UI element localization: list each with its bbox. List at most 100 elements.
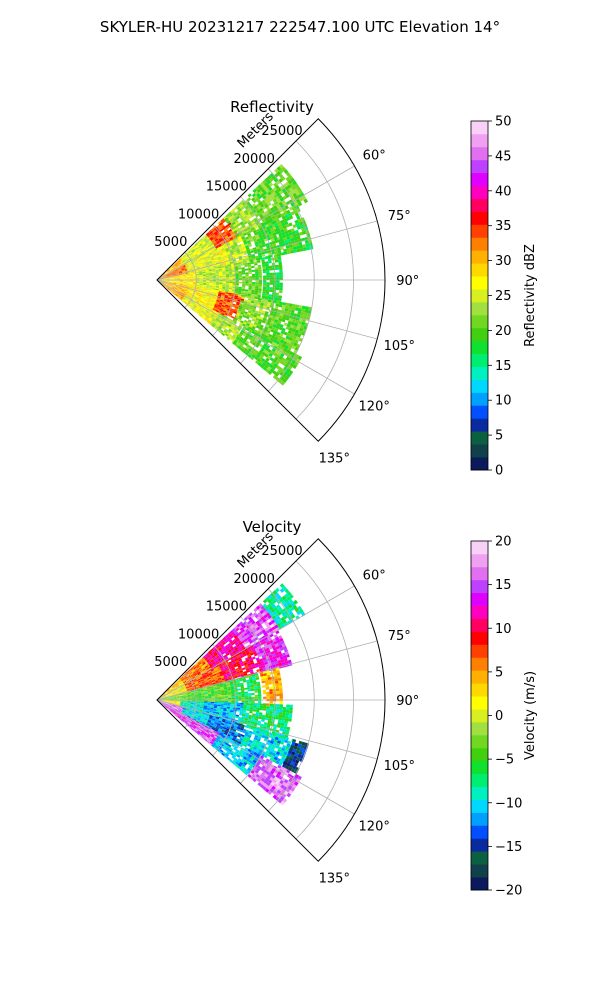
radar-gate [268, 314, 273, 319]
radar-gate [268, 317, 272, 321]
radar-gate [265, 332, 270, 337]
radar-gate [225, 270, 229, 273]
radar-gate [291, 338, 296, 343]
radar-gate [162, 273, 165, 276]
velocity-field [157, 583, 309, 806]
radar-gate [236, 312, 241, 316]
radar-gate [244, 695, 249, 698]
radar-gate [223, 308, 227, 312]
radar-gate [269, 177, 274, 183]
radar-gate [162, 275, 166, 278]
radar-gate [238, 693, 242, 696]
radar-gate [278, 223, 283, 228]
radar-gate [176, 276, 180, 278]
radar-gate [192, 250, 196, 254]
radar-gate [221, 326, 226, 330]
radar-gate [292, 246, 297, 250]
radar-gate [165, 273, 169, 276]
radar-gate [266, 306, 270, 310]
radar-gate [237, 235, 242, 239]
radar-gate [264, 296, 269, 299]
radar-gate [258, 694, 262, 697]
radar-gate [186, 269, 191, 271]
radar-gate [208, 229, 212, 234]
radar-gate [265, 226, 270, 231]
radar-gate [261, 199, 266, 204]
radar-gate [228, 333, 233, 338]
radar-gate [199, 282, 203, 284]
radar-gate [238, 271, 242, 274]
radar-gate [284, 239, 288, 244]
radar-gate [159, 275, 163, 278]
radar-gate [231, 335, 236, 340]
radar-gate [297, 355, 303, 361]
radar-gate [256, 330, 261, 335]
radar-gate [241, 295, 246, 298]
radar-gate [171, 286, 175, 289]
radar-gate [236, 223, 241, 227]
radar-gate [211, 319, 216, 323]
radar-gate [229, 213, 234, 217]
radar-gate [261, 310, 266, 314]
radar-gate [204, 299, 208, 302]
radar-gate [233, 223, 237, 227]
radar-gate [234, 306, 239, 309]
radar-gate [176, 265, 180, 268]
radar-gate [179, 272, 183, 274]
radar-gate [260, 203, 265, 208]
radar-gate [196, 311, 201, 315]
radar-gate [160, 279, 164, 280]
radar-gate [259, 343, 264, 348]
radar-gate [295, 245, 300, 250]
radar-gate [187, 285, 192, 287]
radar-gate [225, 304, 229, 307]
radar-gate [252, 237, 257, 241]
radar-gate [269, 193, 274, 198]
radar-gate [225, 230, 230, 235]
radar-gate [201, 310, 205, 314]
radar-gate [257, 692, 262, 695]
radar-gate [263, 282, 267, 285]
radar-gate [175, 270, 179, 273]
radar-gate [286, 247, 291, 252]
radar-gate [257, 290, 262, 294]
radar-gate [266, 270, 270, 274]
radar-gate [221, 314, 226, 318]
radar-gate [217, 220, 222, 225]
radar-gate [231, 700, 235, 703]
radar-gate [274, 327, 279, 332]
radar-gate [261, 241, 266, 245]
radar-gate [196, 265, 200, 268]
radar-gate [176, 278, 181, 280]
radar-gate [216, 307, 221, 310]
radar-gate [290, 228, 295, 233]
radar-gate [258, 696, 262, 699]
radar-gate [246, 259, 250, 263]
radar-gate [186, 275, 190, 277]
radar-gate [247, 215, 252, 220]
radar-gate [211, 312, 216, 316]
radar-gate [232, 286, 236, 289]
radar-gate [214, 249, 219, 253]
radar-gate [205, 285, 210, 287]
radar-gate [288, 199, 294, 204]
radar-gate [219, 264, 224, 267]
radar-gate [299, 327, 304, 332]
radar-gate [260, 239, 265, 243]
radar-gate [214, 700, 219, 702]
radar-gate [224, 229, 229, 233]
radar-gate [215, 233, 220, 237]
radar-gate [168, 286, 172, 289]
radar-gate [287, 320, 292, 325]
radar-gate [221, 294, 225, 297]
radar-gate [257, 252, 262, 256]
radar-gate [280, 176, 286, 181]
radar-gate [209, 295, 213, 298]
radar-gate [188, 250, 192, 254]
radar-gate [234, 291, 238, 294]
radar-gate [193, 299, 197, 302]
radar-gate [254, 263, 258, 266]
radar-gate [278, 264, 283, 268]
radar-gate [230, 209, 235, 214]
radar-gate [198, 270, 203, 272]
